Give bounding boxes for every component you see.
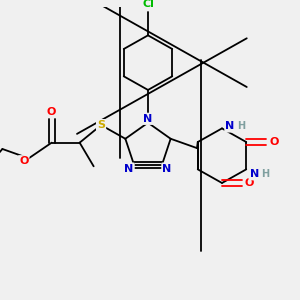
Text: N: N — [124, 164, 134, 174]
Text: H: H — [237, 122, 245, 131]
Text: O: O — [245, 178, 254, 188]
Text: Cl: Cl — [142, 0, 154, 9]
Text: N: N — [225, 122, 235, 131]
Text: N: N — [250, 169, 259, 179]
Text: S: S — [97, 120, 105, 130]
Text: O: O — [19, 156, 28, 166]
Text: N: N — [143, 114, 153, 124]
Text: O: O — [47, 107, 56, 117]
Text: H: H — [261, 169, 269, 179]
Text: N: N — [162, 164, 172, 174]
Text: O: O — [269, 137, 278, 147]
